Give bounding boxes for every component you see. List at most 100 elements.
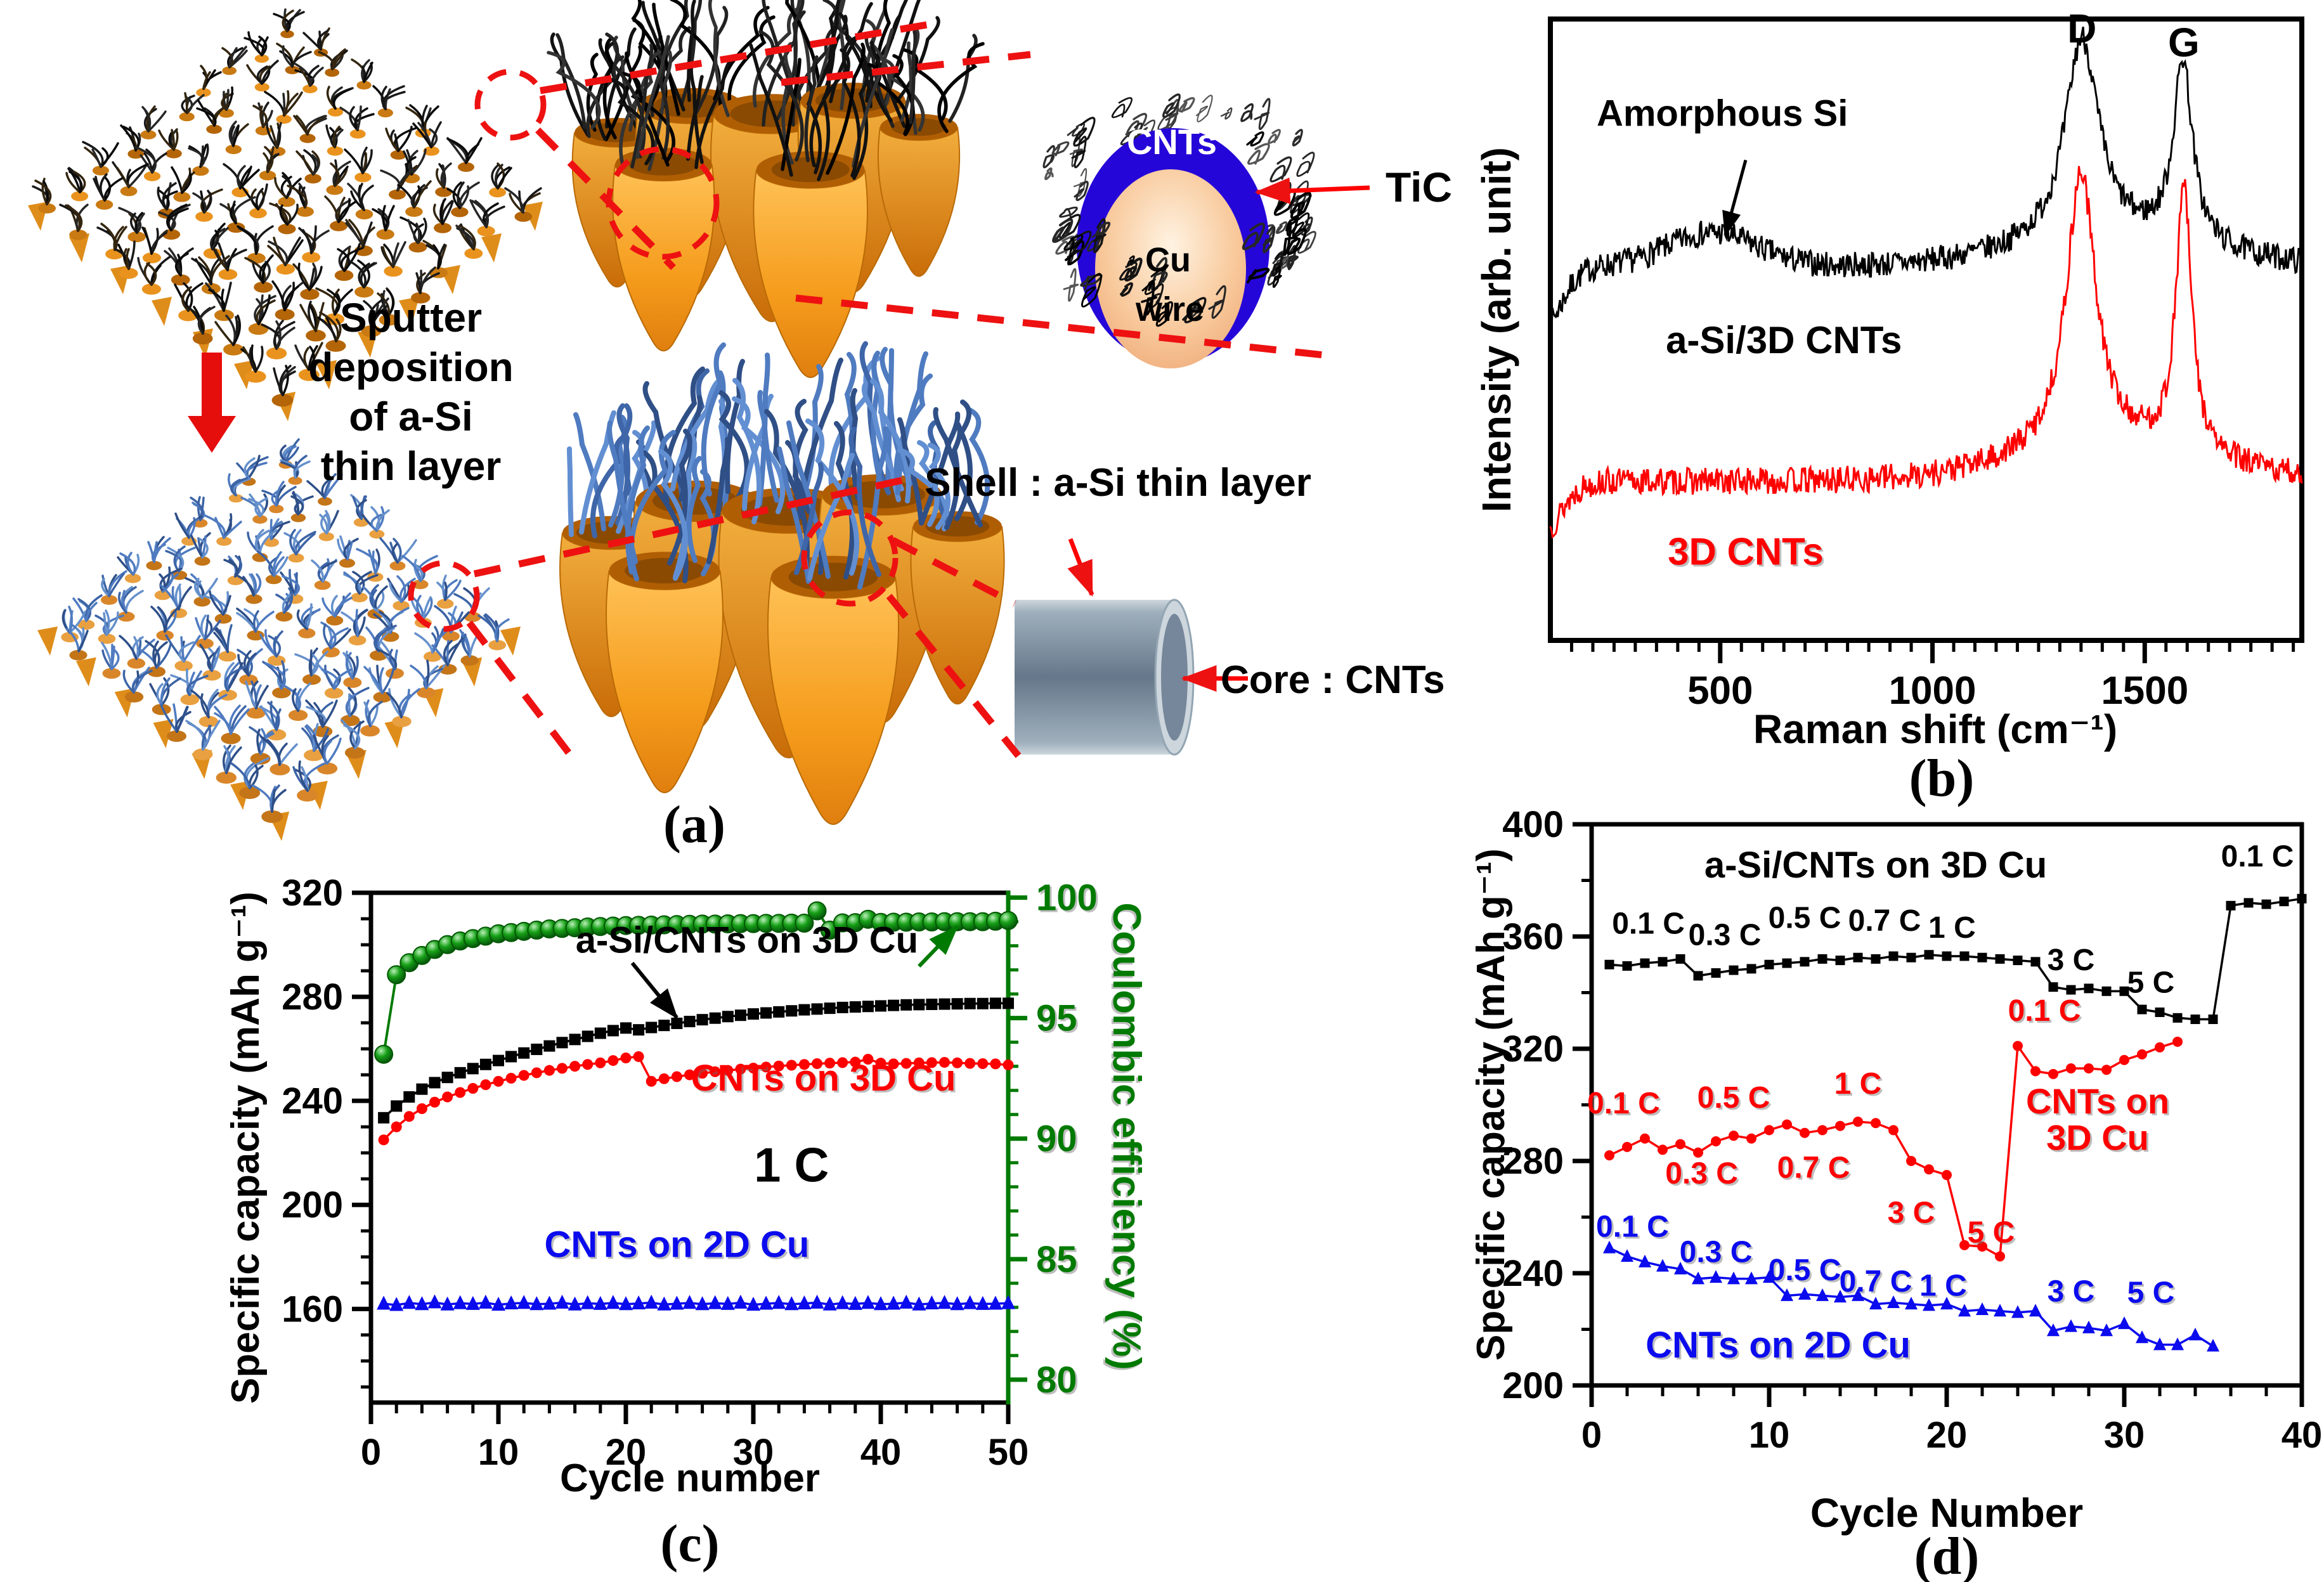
cnt-array-before-illustration <box>28 8 543 421</box>
panel-c-letter: (c) <box>660 1514 719 1573</box>
cu-wire-label-line2: wire <box>1135 290 1204 328</box>
core-shell-cylinder-illustration <box>1015 599 1195 756</box>
panel-a-letter: (a) <box>663 795 725 854</box>
panel-a-diagram <box>28 0 1370 841</box>
svg-text:160: 160 <box>282 1288 343 1330</box>
svg-text:320: 320 <box>282 872 343 914</box>
annotation-0-1-c: 0.1 C <box>2221 840 2294 873</box>
cnt-ball-cross-section-illustration <box>1042 93 1316 368</box>
zoom-cones-cnts-illustration <box>547 0 985 379</box>
amorphous-si-arrow-icon <box>1722 159 1748 237</box>
svg-text:240: 240 <box>282 1080 343 1122</box>
zoom-line-icon <box>466 620 577 762</box>
svg-text:1500: 1500 <box>2101 669 2188 713</box>
annotation-1-c: 1 C <box>1919 1269 1967 1302</box>
panel-c-axes <box>368 890 1011 1405</box>
annotation-cnts-on-3d-cu: CNTs on 3D Cu <box>691 1058 956 1099</box>
zoom-line-icon <box>886 593 1022 758</box>
panel-d-axes <box>1589 822 2304 1388</box>
svg-text:40: 40 <box>2282 1415 2323 1456</box>
panel-d-left-ticks: 400 360 320 280 240 200 <box>1502 804 1590 1406</box>
annotation-arrow-icon <box>630 961 678 1020</box>
annotation-0-5-c: 0.5 C <box>1769 1254 1841 1287</box>
shell-label: Shell : a-Si thin layer <box>925 461 1311 505</box>
series-coulombic-efficiency <box>374 901 1018 1064</box>
svg-text:280: 280 <box>1502 1141 1564 1182</box>
sputter-text-line3: of a-Si <box>349 394 473 439</box>
zoom-guides <box>408 20 1325 762</box>
zoom-line-icon <box>891 537 1016 607</box>
panel-d-chart: 400 360 320 280 240 200 0 10 20 30 40 a-Si/CNTs on … <box>1502 804 2322 1456</box>
svg-text:90: 90 <box>1036 1118 1077 1160</box>
series-a-si-cnts-on-3d-cu <box>378 997 1014 1124</box>
shell-arrow-icon <box>1067 538 1094 597</box>
panel-c-bottom-ticks: 0 10 20 30 40 50 <box>361 1404 1029 1473</box>
annotation-3-c: 3 C <box>2048 943 2095 977</box>
panel-b-chart: 500 1000 1500 Amorphous Si a-Si/3D CNTs 3D CN… <box>1548 6 2304 713</box>
series-a-si-cnts-on-3d-cu <box>1604 893 2307 1025</box>
annotation-cnts-on-2d-cu: CNTs on 2D Cu <box>544 1224 809 1265</box>
zoom-line-icon <box>781 51 1031 86</box>
zoom-line-icon <box>473 473 919 578</box>
panel-d-y-axis-title: Specific capacity (mAh g⁻¹) <box>1469 848 1513 1361</box>
annotation-1-c: 1 C <box>1834 1067 1882 1101</box>
svg-text:0: 0 <box>361 1432 381 1473</box>
tic-label: TiC <box>1386 164 1452 211</box>
zoom-line-icon <box>540 20 932 94</box>
panel-c-y-axis-title-right: Coulombic efficiency (%) <box>1105 902 1148 1370</box>
series-cnts-on-3d-cu <box>1604 1036 2183 1262</box>
spectrum-3d-cnts <box>1549 165 2303 539</box>
panel-c-chart: 320 280 240 200 160 100 95 90 85 80 0 10 20 30 40 50 a-S… <box>282 872 1098 1473</box>
svg-text:10: 10 <box>1749 1415 1790 1456</box>
annotation-5-c: 5 C <box>2127 966 2175 1000</box>
annotation-1-c: 1 C <box>1928 911 1976 945</box>
annotation-0-1-c: 0.1 C <box>1587 1087 1660 1120</box>
svg-text:40: 40 <box>860 1432 902 1473</box>
annotation-0-1-c: 0.1 C <box>1612 907 1685 941</box>
annotation-0-3-c: 0.3 C <box>1680 1235 1753 1269</box>
svg-text:30: 30 <box>2104 1415 2145 1456</box>
zoom-line-icon <box>535 127 676 270</box>
annotation-a-si-3d-cnts: a-Si/3D CNTs <box>1666 319 1902 361</box>
sputter-text-line4: thin layer <box>321 443 502 489</box>
annotation-1-c: 1 C <box>754 1138 829 1192</box>
annotation-3-c: 3 C <box>1888 1196 1935 1229</box>
tic-arrow-icon <box>1254 177 1370 204</box>
spectrum-a-si-3d-cnts <box>1549 27 2302 337</box>
panel-c-left-ticks: 320 280 240 200 160 <box>282 872 370 1389</box>
annotation-0-5-c: 0.5 C <box>1698 1081 1770 1115</box>
series-cnts-on-3d-cu <box>378 1051 1014 1146</box>
annotation-0-3-c: 0.3 C <box>1665 1157 1738 1190</box>
annotation-g: G <box>2168 20 2200 65</box>
sputter-text-line2: deposition <box>308 344 514 390</box>
panel-d-x-axis-title: Cycle Number <box>1810 1490 2083 1536</box>
annotation-3d-cu: 3D Cu <box>2046 1117 2149 1157</box>
annotation-5-c: 5 C <box>2127 1276 2175 1309</box>
svg-text:200: 200 <box>1502 1365 1564 1406</box>
panel-a-arrows <box>1067 177 1370 692</box>
zoom-circle-icon <box>801 509 899 607</box>
annotation-cnts-on-2d-cu: CNTs on 2D Cu <box>1646 1325 1911 1366</box>
zoom-circle-icon <box>408 560 480 632</box>
cnt-array-after-illustration <box>37 438 521 841</box>
svg-text:320: 320 <box>1502 1028 1564 1070</box>
sputter-text-line1: Sputter <box>340 295 482 340</box>
annotation-3d-cnts: 3D CNTs <box>1668 530 1824 573</box>
annotation-3-c: 3 C <box>2048 1274 2095 1308</box>
zoom-circle-icon <box>474 68 547 141</box>
svg-text:95: 95 <box>1036 998 1077 1039</box>
svg-text:100: 100 <box>1036 878 1098 919</box>
panel-d-letter: (d) <box>1914 1527 1980 1582</box>
cnts-label: CNTs <box>1127 122 1217 162</box>
svg-text:280: 280 <box>282 976 343 1018</box>
panel-b-y-axis-title: Intensity (arb. unit) <box>1474 147 1519 512</box>
sputter-deposition-arrow-icon <box>188 353 236 453</box>
series-cnts-on-2d-cu <box>1603 1240 2219 1352</box>
svg-text:200: 200 <box>282 1184 343 1226</box>
svg-text:30: 30 <box>733 1432 774 1473</box>
annotation-amorphous-si: Amorphous Si <box>1597 93 1848 134</box>
annotation-0-1-c: 0.1 C <box>2008 994 2081 1028</box>
